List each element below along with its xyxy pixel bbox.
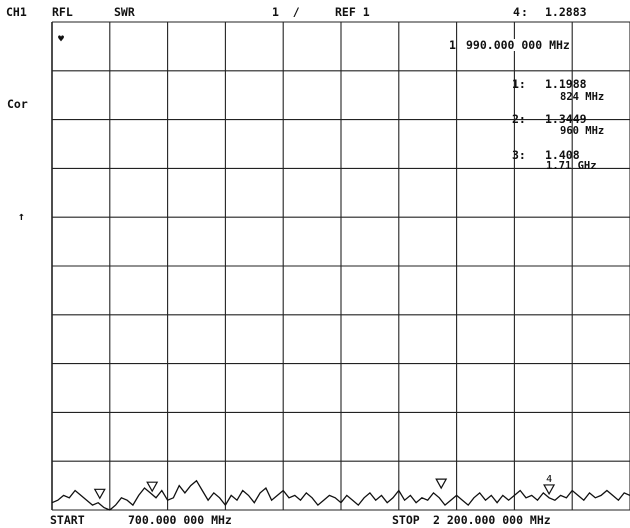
stop-label: STOP (392, 513, 420, 527)
marker-2-triangle (146, 481, 159, 493)
active-marker-number: 4 (513, 5, 520, 19)
marker-1-id: 1: (512, 77, 526, 91)
active-marker-colon: : (521, 5, 528, 19)
start-frequency: 700.000 000 MHz (128, 513, 232, 527)
swr-trace (51, 479, 630, 511)
marker-1-value: 1.1988 (545, 77, 587, 91)
format-label: SWR (114, 5, 135, 19)
trace-markers: 4 (93, 474, 556, 500)
start-label: START (50, 513, 85, 527)
active-marker-value: 1.2883 (545, 5, 587, 19)
marker-3-freq: 1.71 GHz (546, 160, 597, 172)
mode-label: RFL (52, 5, 73, 19)
scale-label: 1 / (272, 5, 300, 19)
reference-arrow-icon: ↑ (18, 209, 25, 223)
marker-3-triangle (435, 478, 448, 490)
marker-3-id: 3: (512, 148, 526, 162)
marker-indicator-icon: ♥ (58, 34, 65, 45)
stop-frequency: 2 200.000 000 MHz (433, 513, 551, 527)
marker-2-id: 2: (512, 112, 526, 126)
plot-grid (51, 21, 630, 511)
marker-freq-index: 1 (449, 38, 456, 52)
marker-4-triangle (543, 484, 556, 496)
channel-label: CH1 (6, 5, 27, 19)
marker-1-freq: 824 MHz (560, 91, 605, 103)
marker-4-number: 4 (546, 474, 552, 485)
correction-label: Cor (7, 97, 28, 111)
marker-1-triangle (93, 488, 106, 500)
marker-freq-value: 990.000 000 MHz (466, 38, 570, 52)
marker-3-value: 1.408 (545, 148, 580, 162)
reference-label: REF 1 (335, 5, 370, 19)
marker-2-value: 1.3449 (545, 112, 587, 126)
marker-2-freq: 960 MHz (560, 125, 605, 137)
